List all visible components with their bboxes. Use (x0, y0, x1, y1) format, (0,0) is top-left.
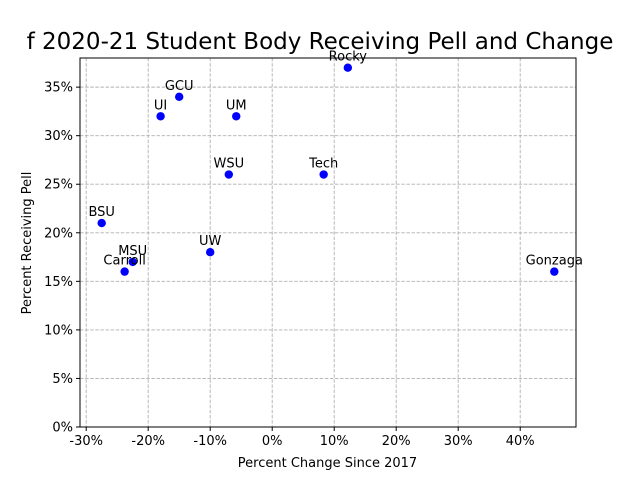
data-point-label: MSU (118, 244, 147, 259)
x-tick-label: -30% (69, 434, 103, 449)
plot-frame (79, 57, 577, 428)
y-tick-label: 30% (44, 129, 73, 144)
y-tick-label: 20% (44, 226, 73, 241)
data-point (319, 170, 328, 179)
data-point-label: Gonzaga (526, 254, 583, 269)
data-point-label: UI (154, 98, 167, 113)
data-point (206, 248, 215, 257)
y-tick-label: 10% (44, 323, 73, 338)
y-tick-label: 25% (44, 178, 73, 193)
y-tick-label: 35% (44, 81, 73, 96)
data-point-label: BSU (88, 205, 114, 220)
data-point-label: WSU (213, 157, 244, 172)
data-point (224, 170, 233, 179)
data-point-label: Rocky (329, 50, 368, 65)
axes: -30% -20% -10% 0% 10% 20% 30% 40% 0% 5% 10% 15% 20% 2… (44, 57, 577, 449)
grid (80, 58, 576, 428)
data-point-label: Tech (308, 157, 338, 172)
data-point (128, 257, 137, 267)
x-tick-label: 0% (262, 434, 283, 449)
y-tick-label: 0% (52, 421, 73, 436)
data-point-label: UM (226, 98, 247, 113)
data-point (120, 267, 129, 276)
data-point (343, 63, 353, 72)
data-point (232, 112, 241, 121)
data-point-label: GCU (165, 79, 194, 94)
chart-title: f 2020-21 Student Body Receiving Pell an… (27, 29, 614, 55)
y-axis-label: Percent Receiving Pell (20, 172, 35, 315)
y-tick-label: 15% (44, 275, 73, 290)
data-point (97, 218, 106, 228)
data-point (550, 267, 559, 276)
data-point (175, 92, 184, 102)
x-tick-label: 20% (382, 434, 411, 449)
data-point (156, 112, 165, 121)
x-tick-label: -10% (193, 434, 227, 449)
data-point-label: UW (199, 234, 222, 249)
data-point-label: Carroll (103, 254, 145, 269)
x-tick-label: 40% (506, 434, 535, 449)
x-tick-label: -20% (131, 434, 165, 449)
data-points (97, 63, 559, 276)
x-tick-label: 10% (320, 434, 349, 449)
x-axis-label: Percent Change Since 2017 (238, 456, 417, 471)
x-tick-label: 30% (444, 434, 473, 449)
y-tick-label: 5% (52, 372, 73, 387)
